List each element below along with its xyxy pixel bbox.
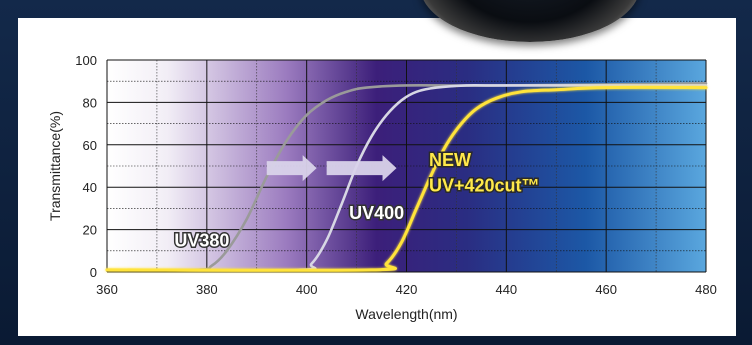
uv400-line: [105, 83, 708, 272]
y-tick-label: 0: [90, 265, 97, 280]
x-tick-label: 440: [495, 282, 517, 297]
uv400-label: UV400: [349, 203, 404, 223]
x-tick-label: 460: [595, 282, 617, 297]
x-tick-label: 400: [296, 282, 318, 297]
tick-labels: 360 380 400 420 440 460 480 0 20 40 60 80 100: [75, 53, 717, 297]
y-tick-label: 20: [83, 223, 97, 238]
new-label: NEW: [429, 150, 471, 170]
curves: [105, 82, 708, 272]
y-tick-label: 40: [83, 180, 97, 195]
arrow-right-icon: [326, 155, 397, 182]
y-tick-label: 60: [83, 138, 97, 153]
x-tick-label: 360: [96, 282, 118, 297]
uv380-line: [105, 82, 708, 272]
x-tick-label: 420: [396, 282, 418, 297]
y-tick-label: 100: [75, 53, 97, 68]
x-tick-label: 380: [196, 282, 218, 297]
x-axis-title: Wavelength(nm): [355, 306, 457, 322]
x-tick-label: 480: [695, 282, 717, 297]
y-axis-title: Transmittance(%): [47, 111, 63, 221]
shift-arrows: [266, 155, 397, 182]
y-tick-label: 80: [83, 95, 97, 110]
grid-lines: [106, 59, 707, 273]
curve-labels: UV380 UV400 NEW UV+420cut™: [173, 149, 541, 253]
uv420cut-line: [105, 85, 708, 272]
uv380-label: UV380: [174, 231, 229, 251]
uv420cut-label: UV+420cut™: [429, 175, 540, 195]
arrow-right-icon: [266, 155, 317, 182]
